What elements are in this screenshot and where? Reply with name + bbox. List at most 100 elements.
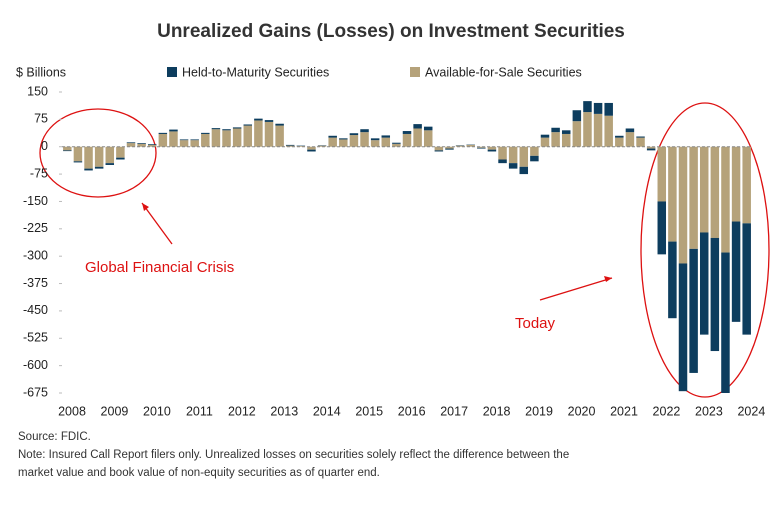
bar-segment	[615, 135, 624, 138]
bar-segment	[105, 163, 115, 165]
bar-segment	[349, 135, 359, 147]
bar-segment	[530, 155, 539, 162]
bar-segment	[561, 133, 571, 147]
y-tick-label: -675	[23, 385, 48, 399]
bar-segment	[392, 142, 401, 144]
y-tick-label: 0	[41, 139, 48, 153]
bar-segment	[678, 146, 688, 264]
bar-segment	[254, 120, 263, 147]
y-tick-label: -75	[30, 166, 48, 180]
legend-label: Held-to-Maturity Securities	[182, 65, 329, 79]
bar-segment	[434, 146, 444, 151]
bar-segment	[137, 143, 146, 144]
arrow	[141, 202, 173, 245]
bar-segment	[158, 133, 168, 147]
bar-segment	[328, 137, 337, 147]
bar-segment	[498, 159, 507, 164]
bar-segment	[583, 112, 592, 147]
bar-segment	[264, 121, 274, 147]
bar-segment	[201, 132, 210, 134]
bar-segment	[211, 129, 221, 147]
bar-segment	[179, 139, 189, 141]
bar-segment	[742, 146, 751, 224]
x-tick-label: 2021	[610, 404, 638, 418]
bar-segment	[710, 237, 720, 352]
bar-segment	[137, 143, 146, 147]
y-tick-label: -600	[23, 358, 48, 372]
x-tick-label: 2017	[440, 404, 468, 418]
arrow-head	[604, 276, 612, 282]
bar-segment	[593, 102, 603, 114]
bar-segment	[551, 132, 560, 147]
x-tick-label: 2020	[568, 404, 596, 418]
bar-segment	[63, 146, 72, 151]
bar-segment	[572, 121, 582, 147]
legend-swatch	[410, 67, 420, 77]
y-tick-label: -150	[23, 194, 48, 208]
bar-segment	[487, 146, 497, 150]
note: Note: Insured Call Report filers only. U…	[18, 449, 569, 461]
bar-segment	[116, 157, 125, 160]
bar-segment	[222, 130, 231, 147]
bar-segment	[307, 146, 316, 150]
x-tick-label: 2010	[143, 404, 171, 418]
bar-segment	[360, 129, 369, 133]
bar-segment	[498, 146, 507, 160]
bar-segment	[370, 140, 380, 147]
bar-segment	[519, 166, 529, 175]
bar-segment	[201, 133, 210, 147]
bar-segment	[339, 139, 348, 147]
bar-segment	[73, 146, 83, 162]
bar-segment	[625, 132, 635, 147]
bar-segment	[317, 145, 327, 147]
highlight-ellipse	[39, 108, 157, 198]
bar-segment	[84, 168, 93, 171]
bar-segment	[710, 146, 720, 238]
bar-segment	[519, 146, 529, 167]
bar-segment	[370, 138, 380, 141]
bar-segment	[477, 147, 486, 149]
x-tick-label: 2022	[653, 404, 681, 418]
bar-segment	[625, 128, 635, 133]
bar-segment	[604, 115, 613, 147]
bar-segment	[126, 142, 136, 144]
bar-segment	[285, 145, 295, 147]
bar-segment	[593, 113, 603, 147]
bar-segment	[445, 148, 454, 150]
bar-segment	[105, 146, 115, 164]
bar-segment	[94, 166, 104, 169]
bar-segment	[190, 140, 199, 147]
bar-segment	[63, 150, 72, 152]
bar-segment	[445, 146, 454, 149]
bar-segment	[307, 149, 316, 152]
y-tick-label: -300	[23, 248, 48, 262]
annotation: Today	[515, 315, 556, 332]
bar-segment	[147, 144, 157, 145]
bar-segment	[392, 143, 401, 147]
bar-segment	[678, 263, 688, 392]
bar-segment	[657, 201, 667, 255]
bar-segment	[158, 132, 168, 134]
x-tick-label: 2008	[58, 404, 86, 418]
bar-segment	[668, 146, 677, 242]
bar-segment	[243, 124, 253, 126]
bar-segment	[508, 163, 518, 169]
bar-segment	[402, 131, 412, 134]
bar-segment	[455, 145, 465, 147]
bar-segment	[561, 130, 571, 134]
legend-swatch	[167, 67, 177, 77]
bar-segment	[721, 146, 730, 253]
y-tick-label: -225	[23, 221, 48, 235]
bar-segment	[668, 241, 677, 319]
bar-segment	[646, 146, 656, 149]
x-tick-label: 2018	[483, 404, 511, 418]
bar-segment	[285, 144, 295, 146]
bar-segment	[349, 133, 359, 136]
bar-segment	[423, 126, 433, 131]
x-tick-label: 2024	[737, 404, 765, 418]
bar-segment	[466, 144, 475, 147]
y-tick-label: -375	[23, 276, 48, 290]
arrow-head	[142, 203, 149, 211]
bar-segment	[402, 133, 412, 147]
bar-segment	[731, 146, 741, 222]
